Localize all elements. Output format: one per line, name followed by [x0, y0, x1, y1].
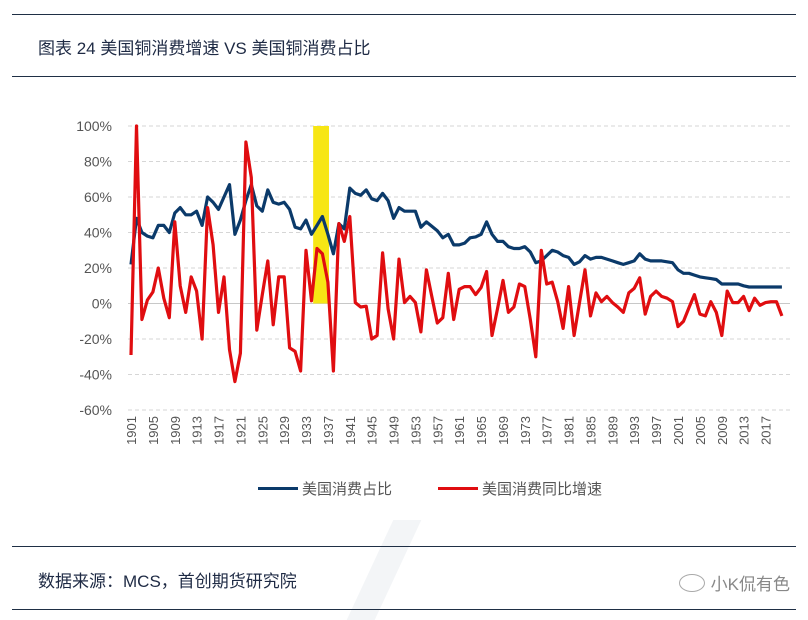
x-tick-label: 1993: [627, 416, 642, 445]
y-tick-label: 80%: [84, 154, 112, 170]
legend-swatch-share: [258, 487, 298, 490]
x-tick-label: 1945: [365, 416, 380, 445]
x-tick-label: 1901: [124, 416, 139, 445]
x-tick-label: 1921: [233, 416, 248, 445]
x-tick-label: 1997: [649, 416, 664, 445]
legend-label-growth: 美国消费同比增速: [482, 478, 602, 499]
x-tick-label: 2005: [693, 416, 708, 445]
y-tick-label: -20%: [79, 331, 112, 347]
line-chart: 100% 80% 60% 40% 20% 0% -20% -40% -60% 1901 1905 19…: [0, 0, 808, 470]
x-tick-label: 1981: [562, 416, 577, 445]
y-tick-label: 20%: [84, 260, 112, 276]
data-source: 数据来源：MCS，首创期货研究院: [38, 567, 297, 592]
x-tick-label: 1969: [496, 416, 511, 445]
y-tick-label: -60%: [79, 402, 112, 418]
watermark: 小K侃有色: [679, 570, 790, 595]
x-tick-label: 2001: [671, 416, 686, 445]
legend-item-share: 美国消费占比: [258, 478, 392, 499]
y-tick-label: 60%: [84, 189, 112, 205]
bottom-rule: [12, 609, 796, 610]
x-tick-label: 1933: [299, 416, 314, 445]
x-tick-label: 2013: [737, 416, 752, 445]
x-tick-label: 1985: [583, 416, 598, 445]
legend-swatch-growth: [438, 487, 478, 490]
x-tick-label: 1905: [146, 416, 161, 445]
y-tick-label: -40%: [79, 367, 112, 383]
series-line-share: [131, 185, 782, 287]
x-tick-label: 1961: [452, 416, 467, 445]
legend-item-growth: 美国消费同比增速: [438, 478, 602, 499]
x-tick-label: 1929: [277, 416, 292, 445]
x-tick-label: 1949: [387, 416, 402, 445]
legend-label-share: 美国消费占比: [302, 478, 392, 499]
x-tick-label: 1917: [212, 416, 227, 445]
x-tick-label: 1989: [605, 416, 620, 445]
y-tick-label: 0%: [92, 296, 112, 312]
x-tick-label: 1937: [321, 416, 336, 445]
series-line-growth: [131, 126, 782, 382]
wechat-icon: [679, 574, 705, 592]
x-tick-label: 1913: [190, 416, 205, 445]
watermark-text: 小K侃有色: [711, 570, 790, 595]
y-tick-label: 100%: [76, 118, 112, 134]
x-tick-label: 1977: [540, 416, 555, 445]
x-tick-label: 1925: [255, 416, 270, 445]
x-tick-label: 1953: [408, 416, 423, 445]
source-top-rule: [12, 546, 796, 547]
x-tick-label: 1909: [168, 416, 183, 445]
x-tick-label: 1965: [474, 416, 489, 445]
x-tick-label: 2009: [715, 416, 730, 445]
x-tick-label: 2017: [759, 416, 774, 445]
y-tick-label: 40%: [84, 225, 112, 241]
x-tick-label: 1957: [430, 416, 445, 445]
x-tick-label: 1973: [518, 416, 533, 445]
x-tick-label: 1941: [343, 416, 358, 445]
background-watermark-logo: [347, 520, 562, 620]
